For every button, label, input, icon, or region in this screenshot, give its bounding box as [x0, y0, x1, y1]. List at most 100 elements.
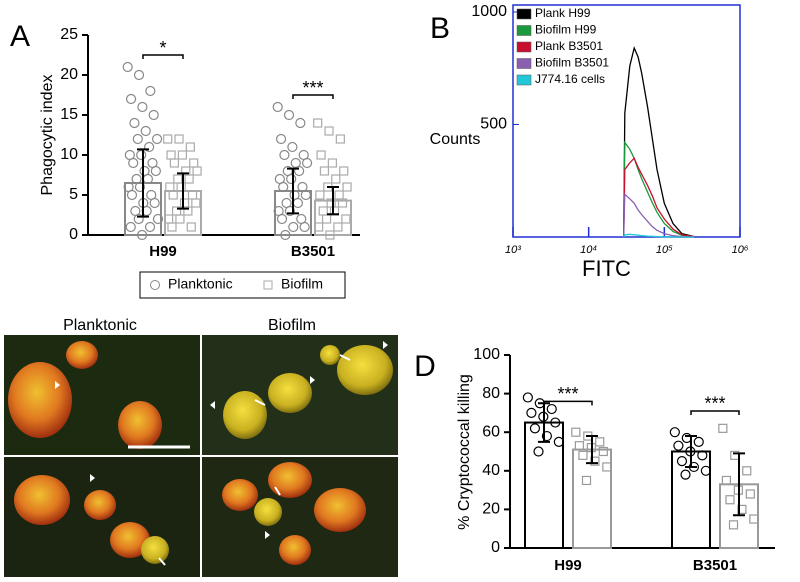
significance-label: ***: [302, 78, 323, 98]
plot-frame: [512, 4, 741, 238]
error-bar: [327, 186, 339, 216]
data-point: [676, 456, 688, 467]
y-tick-label: 5: [69, 186, 78, 203]
data-point: [313, 118, 323, 128]
data-point: [132, 133, 143, 145]
data-point: [183, 206, 193, 216]
x-axis-label: FITC: [582, 256, 631, 281]
data-point: [125, 221, 136, 233]
data-point: [136, 149, 147, 161]
data-point: [165, 182, 175, 192]
data-point: [276, 213, 288, 225]
data-point: [571, 427, 581, 437]
data-point: [129, 117, 140, 129]
significance-bracket: [690, 410, 740, 415]
x-tick-label: 10⁶: [732, 244, 749, 256]
legend-label: Biofilm B3501: [535, 56, 609, 70]
histogram-line: [623, 233, 695, 238]
data-point: [721, 475, 732, 486]
data-point: [179, 198, 190, 208]
data-point: [144, 221, 156, 233]
data-point: [136, 229, 148, 241]
error-bar: [137, 148, 149, 218]
y-axis-label: Counts: [430, 131, 481, 148]
data-point: [315, 190, 325, 200]
data-point: [745, 489, 755, 499]
data-point: [126, 189, 138, 201]
data-point: [177, 150, 187, 160]
data-point: [728, 520, 739, 530]
panel-label: D: [414, 350, 436, 383]
data-point: [533, 446, 544, 457]
data-point: [137, 101, 148, 113]
data-point: [335, 134, 345, 144]
data-point: [176, 182, 186, 192]
legend-marker: [263, 280, 273, 290]
error-bar: [177, 172, 189, 210]
data-point: [163, 134, 173, 144]
data-point: [286, 173, 297, 185]
error-bar: [287, 167, 299, 215]
data-point: [189, 158, 199, 168]
data-point: [718, 423, 728, 433]
data-point: [578, 450, 588, 460]
data-point: [553, 436, 564, 447]
y-axis-label: Phagocytic index: [39, 75, 56, 196]
error-bar: [586, 435, 598, 465]
x-tick-label: H99: [554, 557, 582, 574]
legend-label: J774.16 cells: [535, 72, 605, 86]
data-point: [342, 182, 352, 192]
data-point: [300, 189, 311, 201]
significance-bracket: [543, 400, 593, 406]
data-point: [321, 214, 332, 224]
data-point: [673, 440, 684, 451]
panel-label: A: [10, 20, 30, 53]
data-point: [742, 466, 752, 476]
data-point: [581, 475, 592, 486]
data-point: [148, 109, 159, 121]
data-point: [192, 166, 202, 176]
data-point: [191, 198, 201, 208]
data-point: [337, 198, 348, 208]
data-point: [128, 157, 139, 169]
legend-label: Plank H99: [535, 6, 591, 20]
data-point: [133, 69, 145, 81]
data-point: [134, 181, 146, 193]
data-point: [325, 230, 335, 240]
data-point: [288, 221, 299, 233]
data-point: [283, 109, 295, 121]
x-tick-label: B3501: [291, 243, 335, 260]
data-point: [185, 142, 195, 152]
data-point: [167, 222, 177, 232]
y-tick-label: 20: [60, 66, 78, 83]
data-point: [168, 190, 178, 200]
error-bar: [733, 452, 745, 517]
data-point: [574, 441, 585, 451]
y-tick-label: 0: [491, 539, 500, 556]
data-point: [175, 214, 185, 224]
data-point: [546, 403, 557, 415]
data-point: [278, 181, 289, 193]
x-tick-label: 10⁵: [656, 244, 673, 256]
data-point: [725, 495, 735, 505]
column-label: Biofilm: [268, 317, 316, 334]
legend-box: [139, 271, 346, 299]
data-point: [339, 166, 349, 176]
data-point: [595, 437, 605, 447]
data-point: [314, 222, 324, 232]
data-point: [693, 436, 704, 447]
y-tick-label: 60: [482, 423, 500, 440]
x-tick-label: 10⁴: [580, 244, 597, 256]
panel-label: B: [430, 12, 450, 45]
data-point: [749, 514, 759, 524]
y-tick-label: 10: [60, 146, 78, 163]
significance-label: *: [159, 38, 166, 58]
significance-label: ***: [704, 394, 725, 414]
data-point: [680, 469, 691, 480]
data-point: [327, 158, 337, 168]
data-point: [284, 205, 296, 217]
data-point: [166, 150, 176, 160]
legend-swatch: [516, 8, 532, 20]
data-point: [149, 197, 160, 209]
